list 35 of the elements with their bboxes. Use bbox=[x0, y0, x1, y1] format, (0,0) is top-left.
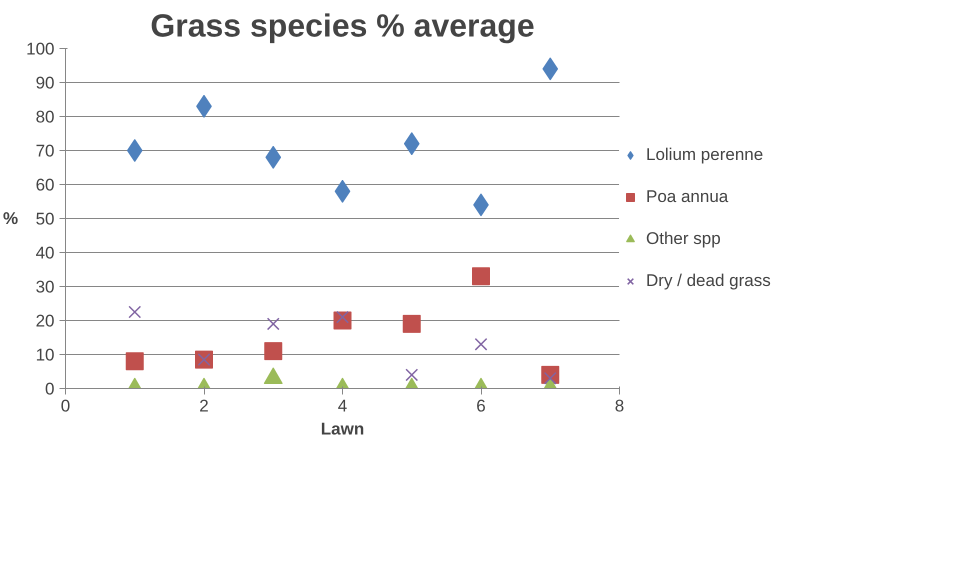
point bbox=[266, 317, 280, 330]
y-tick-label: 30 bbox=[36, 278, 55, 296]
point bbox=[474, 338, 488, 351]
chart-title: Grass species % average bbox=[150, 8, 535, 44]
point bbox=[405, 368, 418, 382]
x-tick-label: 0 bbox=[60, 396, 70, 416]
y-tick-label: 10 bbox=[36, 346, 55, 364]
y-tick-label: 50 bbox=[36, 210, 55, 228]
y-tick-label: 20 bbox=[36, 312, 55, 330]
y-axis-title: % bbox=[3, 209, 18, 228]
point bbox=[128, 306, 142, 318]
x-axis-title: Lawn bbox=[320, 420, 364, 438]
x-tick-label: 8 bbox=[614, 396, 624, 416]
point bbox=[404, 132, 420, 156]
y-tick-label: 90 bbox=[36, 74, 55, 92]
point bbox=[265, 146, 282, 169]
x-tick-label: 4 bbox=[338, 396, 348, 416]
point bbox=[126, 139, 143, 162]
point bbox=[402, 314, 421, 333]
legend-label: Poa annua bbox=[646, 187, 728, 207]
legend-label: Dry / dead grass bbox=[646, 271, 771, 291]
y-tick-label: 0 bbox=[45, 380, 55, 398]
y-tick-label: 60 bbox=[36, 176, 55, 194]
x-tick-label: 6 bbox=[476, 396, 486, 416]
point bbox=[472, 267, 490, 286]
legend-label: Other spp bbox=[646, 229, 721, 249]
y-tick-label: 70 bbox=[36, 142, 55, 160]
y-tick-label: 100 bbox=[26, 40, 55, 58]
y-tick-label: 40 bbox=[36, 244, 55, 262]
point bbox=[126, 352, 144, 370]
point bbox=[264, 342, 282, 360]
point bbox=[542, 57, 558, 80]
legend-label: Lolium perenne bbox=[646, 145, 764, 165]
y-tick-label: 80 bbox=[36, 108, 55, 126]
x-tick-label: 2 bbox=[199, 396, 209, 416]
